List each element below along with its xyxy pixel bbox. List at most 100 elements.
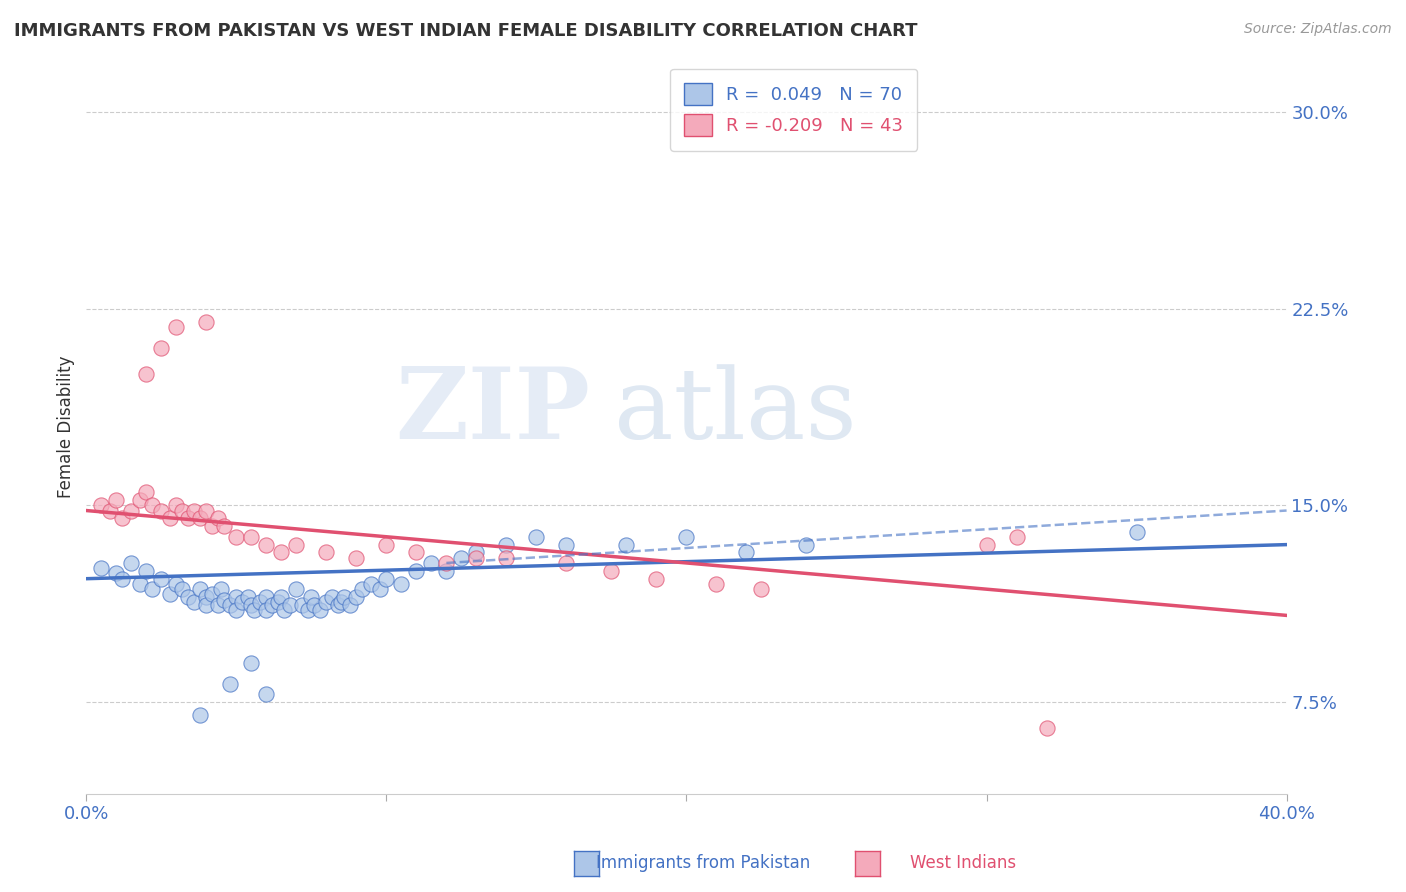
Point: [111, 511, 134, 525]
Point: [262, 598, 284, 612]
Point: [219, 676, 242, 690]
Point: [240, 598, 263, 612]
Point: [135, 368, 157, 382]
Point: [352, 582, 374, 597]
Point: [339, 598, 361, 612]
Point: [225, 590, 247, 604]
Point: [231, 595, 253, 609]
Point: [243, 603, 266, 617]
Point: [315, 545, 337, 559]
Point: [309, 603, 332, 617]
Point: [165, 498, 187, 512]
Point: [285, 538, 308, 552]
Point: [675, 530, 697, 544]
Point: [209, 582, 232, 597]
Point: [465, 550, 488, 565]
Point: [105, 493, 128, 508]
Point: [297, 603, 319, 617]
Point: [267, 595, 290, 609]
Point: [120, 556, 142, 570]
Point: [240, 530, 263, 544]
Point: [129, 493, 152, 508]
Point: [177, 511, 200, 525]
Text: atlas: atlas: [614, 364, 858, 460]
Point: [188, 511, 211, 525]
Point: [796, 538, 818, 552]
Point: [90, 561, 112, 575]
Point: [254, 538, 277, 552]
Point: [105, 566, 128, 581]
Point: [214, 519, 236, 533]
Point: [141, 498, 163, 512]
Point: [159, 587, 181, 601]
Point: [111, 572, 134, 586]
Point: [98, 503, 121, 517]
Point: [706, 577, 728, 591]
Text: West Indians: West Indians: [910, 855, 1017, 872]
Point: [389, 577, 412, 591]
Point: [159, 511, 181, 525]
Point: [135, 564, 157, 578]
Point: [495, 538, 517, 552]
Point: [645, 572, 668, 586]
Point: [188, 582, 211, 597]
Text: ZIP: ZIP: [395, 363, 591, 460]
Point: [751, 582, 773, 597]
Point: [555, 556, 578, 570]
Point: [90, 498, 112, 512]
Point: [195, 503, 218, 517]
Point: [1035, 721, 1057, 735]
Point: [195, 590, 218, 604]
Point: [375, 538, 398, 552]
Point: [183, 595, 205, 609]
Point: [344, 590, 367, 604]
Point: [254, 687, 277, 701]
Point: [165, 320, 187, 334]
Point: [321, 590, 343, 604]
Point: [249, 595, 271, 609]
Point: [405, 564, 427, 578]
Point: [135, 485, 157, 500]
Point: [150, 341, 173, 355]
Point: [434, 564, 457, 578]
Point: [976, 538, 998, 552]
Point: [333, 590, 356, 604]
Point: [555, 538, 578, 552]
Point: [526, 530, 548, 544]
Legend: R =  0.049   N = 70, R = -0.209   N = 43: R = 0.049 N = 70, R = -0.209 N = 43: [671, 69, 918, 151]
Point: [150, 503, 173, 517]
Point: [616, 538, 638, 552]
Point: [434, 556, 457, 570]
Point: [165, 577, 187, 591]
Point: [285, 582, 308, 597]
Point: [273, 603, 295, 617]
Point: [207, 598, 229, 612]
Point: [370, 582, 392, 597]
Point: [254, 590, 277, 604]
Point: [177, 590, 200, 604]
Point: [270, 590, 292, 604]
Point: [141, 582, 163, 597]
Point: [225, 530, 247, 544]
Point: [254, 603, 277, 617]
Point: [120, 503, 142, 517]
Point: [330, 595, 353, 609]
Point: [214, 592, 236, 607]
Point: [405, 545, 427, 559]
Point: [495, 550, 517, 565]
Point: [219, 598, 242, 612]
Point: [238, 590, 260, 604]
Point: [195, 598, 218, 612]
Y-axis label: Female Disability: Female Disability: [58, 355, 75, 498]
Point: [201, 587, 224, 601]
Point: [240, 656, 263, 670]
Text: IMMIGRANTS FROM PAKISTAN VS WEST INDIAN FEMALE DISABILITY CORRELATION CHART: IMMIGRANTS FROM PAKISTAN VS WEST INDIAN …: [14, 22, 918, 40]
Point: [450, 550, 472, 565]
Point: [172, 503, 194, 517]
Point: [735, 545, 758, 559]
Point: [129, 577, 152, 591]
Point: [280, 598, 302, 612]
Point: [150, 572, 173, 586]
Point: [328, 598, 350, 612]
Point: [465, 545, 488, 559]
